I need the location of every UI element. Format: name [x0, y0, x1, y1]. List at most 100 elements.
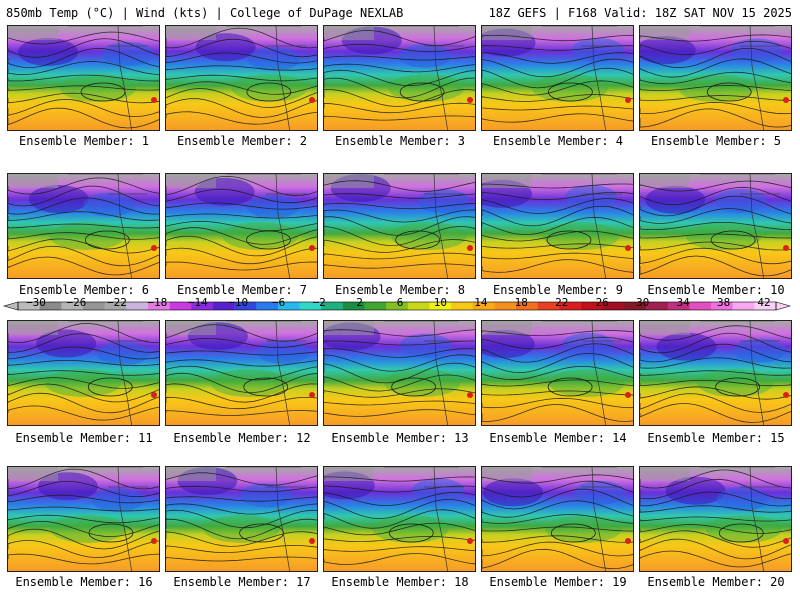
wind-streamline — [482, 230, 633, 242]
wind-streamline — [640, 222, 791, 231]
wind-streamline — [640, 101, 791, 115]
wind-streamline — [482, 541, 633, 557]
wind-streamline — [640, 208, 791, 224]
wind-streamline — [482, 500, 633, 518]
wind-streamline — [640, 48, 791, 69]
hot-spot-shading — [467, 392, 473, 398]
color-scale-swatch — [126, 302, 149, 310]
cold-trough-shading — [417, 189, 470, 214]
color-scale-swatch — [39, 302, 62, 310]
circulation-contour — [391, 377, 437, 397]
mid-temperature-shading — [60, 74, 136, 102]
hot-spot-shading — [467, 97, 473, 103]
wind-streamline — [482, 252, 633, 260]
ensemble-member-label: Ensemble Member: 20 — [647, 575, 785, 589]
wind-streamline — [482, 336, 633, 350]
circulation-contour — [710, 230, 756, 250]
wind-streamline — [640, 403, 791, 423]
hot-spot-shading — [151, 392, 157, 398]
ensemble-member-map — [7, 320, 160, 426]
boundary-line — [226, 321, 306, 342]
wind-streamline — [482, 198, 633, 214]
wind-streamline — [640, 332, 791, 354]
color-scale-tick-label: −6 — [272, 296, 286, 309]
wind-streamline — [640, 386, 791, 400]
wind-streamline — [640, 524, 791, 534]
color-scale-swatch — [18, 302, 40, 310]
hot-spot-shading — [151, 538, 157, 544]
color-scale-swatch — [602, 302, 625, 310]
wind-streamline — [482, 488, 633, 510]
wind-streamline — [640, 108, 791, 128]
boundary-line — [700, 26, 780, 47]
ensemble-member-label: Ensemble Member: 9 — [492, 283, 624, 297]
wind-streamline — [640, 233, 791, 239]
color-scale-tick-label: 18 — [514, 296, 528, 309]
circulation-contour — [399, 82, 445, 102]
boundary-line — [542, 26, 622, 47]
wind-streamline — [166, 496, 317, 502]
wind-streamline — [324, 409, 475, 417]
wind-streamline — [324, 55, 475, 61]
wind-streamline — [640, 491, 791, 507]
circulation-contour — [395, 230, 441, 250]
ensemble-member-map — [481, 466, 634, 572]
boundary-line — [700, 321, 780, 342]
wind-streamline — [8, 185, 159, 207]
wind-streamline — [166, 556, 317, 562]
wind-streamline — [482, 535, 633, 543]
cold-trough-shading — [645, 185, 706, 214]
wind-streamline — [640, 370, 791, 376]
ensemble-member-map — [639, 466, 792, 572]
wind-streamline — [640, 71, 791, 85]
color-scale-swatch — [82, 302, 105, 310]
boundary-line — [384, 174, 464, 195]
wind-streamline — [166, 227, 317, 245]
wind-streamline — [324, 180, 475, 192]
mid-temperature-shading — [677, 74, 754, 102]
hot-spot-shading — [625, 245, 631, 251]
wind-streamline — [640, 357, 791, 369]
wind-streamline — [324, 491, 475, 507]
wind-streamline — [640, 379, 791, 387]
wind-streamline — [324, 63, 475, 73]
ensemble-member-label: Ensemble Member: 19 — [489, 575, 627, 589]
wind-streamline — [324, 329, 475, 337]
wind-streamline — [166, 350, 317, 356]
color-scale-tick-label: 30 — [636, 296, 650, 309]
circulation-contour — [706, 82, 752, 102]
cold-trough-shading — [18, 38, 78, 66]
wind-streamline — [324, 69, 475, 87]
arctic-air-shading — [640, 174, 690, 188]
color-scale-tick-label: −26 — [66, 296, 87, 309]
wind-streamline — [166, 410, 317, 416]
boundary-line — [700, 174, 780, 195]
mid-temperature-shading — [705, 515, 782, 543]
ensemble-member-label: Ensemble Member: 3 — [334, 134, 466, 148]
color-scale-frame — [17, 301, 777, 311]
hot-spot-shading — [151, 97, 157, 103]
boundary-line — [700, 467, 780, 488]
wind-streamline — [8, 322, 159, 344]
wind-streamline — [8, 346, 159, 360]
hot-spot-shading — [783, 538, 789, 544]
cold-trough-shading — [733, 338, 786, 363]
wind-streamline — [482, 216, 633, 236]
wind-streamline — [166, 220, 317, 232]
wind-streamline — [166, 372, 317, 394]
mid-temperature-shading — [685, 222, 762, 250]
cold-trough-shading — [398, 43, 451, 68]
ensemble-member-map — [323, 173, 476, 279]
wind-streamline — [482, 205, 633, 227]
scale-left-arrow — [2, 301, 19, 311]
ensemble-member-label: Ensemble Member: 7 — [176, 283, 308, 297]
ensemble-member-label: Ensemble Member: 17 — [173, 575, 311, 589]
wind-streamline — [324, 193, 475, 199]
hot-spot-shading — [467, 245, 473, 251]
circulation-contour — [550, 523, 596, 543]
color-scale-swatch — [711, 302, 733, 310]
wind-streamline — [324, 388, 475, 398]
wind-streamline — [8, 370, 159, 376]
wind-streamline — [324, 509, 475, 529]
wind-streamline — [8, 392, 159, 414]
